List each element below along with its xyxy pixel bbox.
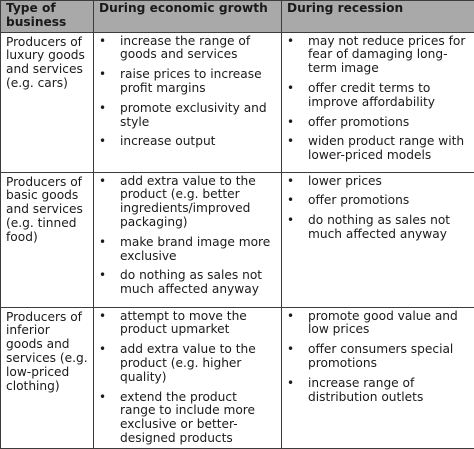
- list-item: • offer credit terms to improve affordabi…: [287, 82, 469, 110]
- list-item: • offer consumers special promotions: [287, 343, 469, 371]
- business-type-cell: Producers of basic goods and services (e…: [1, 172, 94, 307]
- growth-cell: • attempt to move the product upmarket • a…: [94, 307, 282, 448]
- business-type-cell: Producers of inferior goods and services…: [1, 307, 94, 448]
- list-item-text: offer credit terms to improve affordabil…: [308, 81, 435, 109]
- bullet-icon: •: [287, 175, 299, 189]
- growth-cell: • add extra value to the product (e.g. be…: [94, 172, 282, 307]
- recession-cell: • lower prices • offer promotions • do noth…: [282, 172, 474, 307]
- list-item-text: promote exclusivity and style: [120, 101, 267, 129]
- list-item-text: increase range of distribution outlets: [308, 376, 423, 404]
- list-item-text: offer promotions: [308, 193, 409, 207]
- list-item-text: promote good value and low prices: [308, 309, 458, 337]
- bullet-icon: •: [287, 194, 299, 208]
- list-item-text: do nothing as sales not much affected an…: [308, 213, 450, 241]
- list-item-text: make brand image more exclusive: [120, 235, 270, 263]
- list-item-text: extend the product range to include more…: [120, 390, 255, 445]
- list-item: • do nothing as sales not much affected a…: [99, 269, 276, 297]
- list-item: • do nothing as sales not much affected a…: [287, 214, 469, 242]
- bullet-icon: •: [99, 269, 111, 283]
- recession-list: • promote good value and low prices • offe…: [287, 310, 469, 405]
- bullet-icon: •: [287, 343, 299, 357]
- bullet-icon: •: [99, 236, 111, 250]
- bullet-icon: •: [287, 214, 299, 228]
- bullet-icon: •: [287, 82, 299, 96]
- list-item: • lower prices: [287, 175, 469, 189]
- list-item-text: attempt to move the product upmarket: [120, 309, 247, 337]
- header-row: Type of business During economic growth …: [1, 1, 474, 33]
- business-type-cell: Producers of luxury goods and services (…: [1, 32, 94, 172]
- recession-cell: • may not reduce prices for fear of damag…: [282, 32, 474, 172]
- table-row: Producers of basic goods and services (e…: [1, 172, 474, 307]
- list-item-text: may not reduce prices for fear of damagi…: [308, 34, 465, 76]
- list-item-text: offer consumers special promotions: [308, 342, 453, 370]
- list-item: • promote exclusivity and style: [99, 102, 276, 130]
- recession-list: • lower prices • offer promotions • do noth…: [287, 175, 469, 242]
- list-item: • raise prices to increase profit margins: [99, 68, 276, 96]
- list-item-text: widen product range with lower-priced mo…: [308, 134, 464, 162]
- recession-list: • may not reduce prices for fear of damag…: [287, 35, 469, 163]
- list-item: • widen product range with lower-priced m…: [287, 135, 469, 163]
- bullet-icon: •: [99, 68, 111, 82]
- bullet-icon: •: [99, 391, 111, 405]
- bullet-icon: •: [99, 102, 111, 116]
- list-item: • increase output: [99, 135, 276, 149]
- bullet-icon: •: [99, 343, 111, 357]
- table-row: Producers of luxury goods and services (…: [1, 32, 474, 172]
- bullet-icon: •: [99, 135, 111, 149]
- list-item-text: increase the range of goods and services: [120, 34, 250, 62]
- list-item: • may not reduce prices for fear of damag…: [287, 35, 469, 76]
- header-recession: During recession: [282, 1, 474, 33]
- list-item-text: offer promotions: [308, 115, 409, 129]
- bullet-icon: •: [287, 135, 299, 149]
- list-item-text: add extra value to the product (e.g. hig…: [120, 342, 256, 384]
- growth-list: • increase the range of goods and service…: [99, 35, 276, 150]
- growth-list: • attempt to move the product upmarket • a…: [99, 310, 276, 446]
- list-item: • add extra value to the product (e.g. hi…: [99, 343, 276, 384]
- list-item: • extend the product range to include mor…: [99, 391, 276, 446]
- list-item: • attempt to move the product upmarket: [99, 310, 276, 338]
- list-item: • make brand image more exclusive: [99, 236, 276, 264]
- list-item: • promote good value and low prices: [287, 310, 469, 338]
- table-row: Producers of inferior goods and services…: [1, 307, 474, 448]
- list-item: • offer promotions: [287, 116, 469, 130]
- list-item: • offer promotions: [287, 194, 469, 208]
- bullet-icon: •: [287, 377, 299, 391]
- bullet-icon: •: [99, 175, 111, 189]
- list-item-text: increase output: [120, 134, 215, 148]
- bullet-icon: •: [287, 310, 299, 324]
- header-economic-growth: During economic growth: [94, 1, 282, 33]
- list-item-text: add extra value to the product (e.g. bet…: [120, 174, 256, 229]
- header-type-of-business: Type of business: [1, 1, 94, 33]
- growth-list: • add extra value to the product (e.g. be…: [99, 175, 276, 297]
- bullet-icon: •: [99, 310, 111, 324]
- list-item: • add extra value to the product (e.g. be…: [99, 175, 276, 230]
- growth-cell: • increase the range of goods and service…: [94, 32, 282, 172]
- list-item: • increase the range of goods and service…: [99, 35, 276, 63]
- bullet-icon: •: [287, 116, 299, 130]
- bullet-icon: •: [99, 35, 111, 49]
- list-item-text: do nothing as sales not much affected an…: [120, 268, 262, 296]
- list-item-text: raise prices to increase profit margins: [120, 67, 262, 95]
- bullet-icon: •: [287, 35, 299, 49]
- recession-cell: • promote good value and low prices • offe…: [282, 307, 474, 448]
- list-item: • increase range of distribution outlets: [287, 377, 469, 405]
- list-item-text: lower prices: [308, 174, 382, 188]
